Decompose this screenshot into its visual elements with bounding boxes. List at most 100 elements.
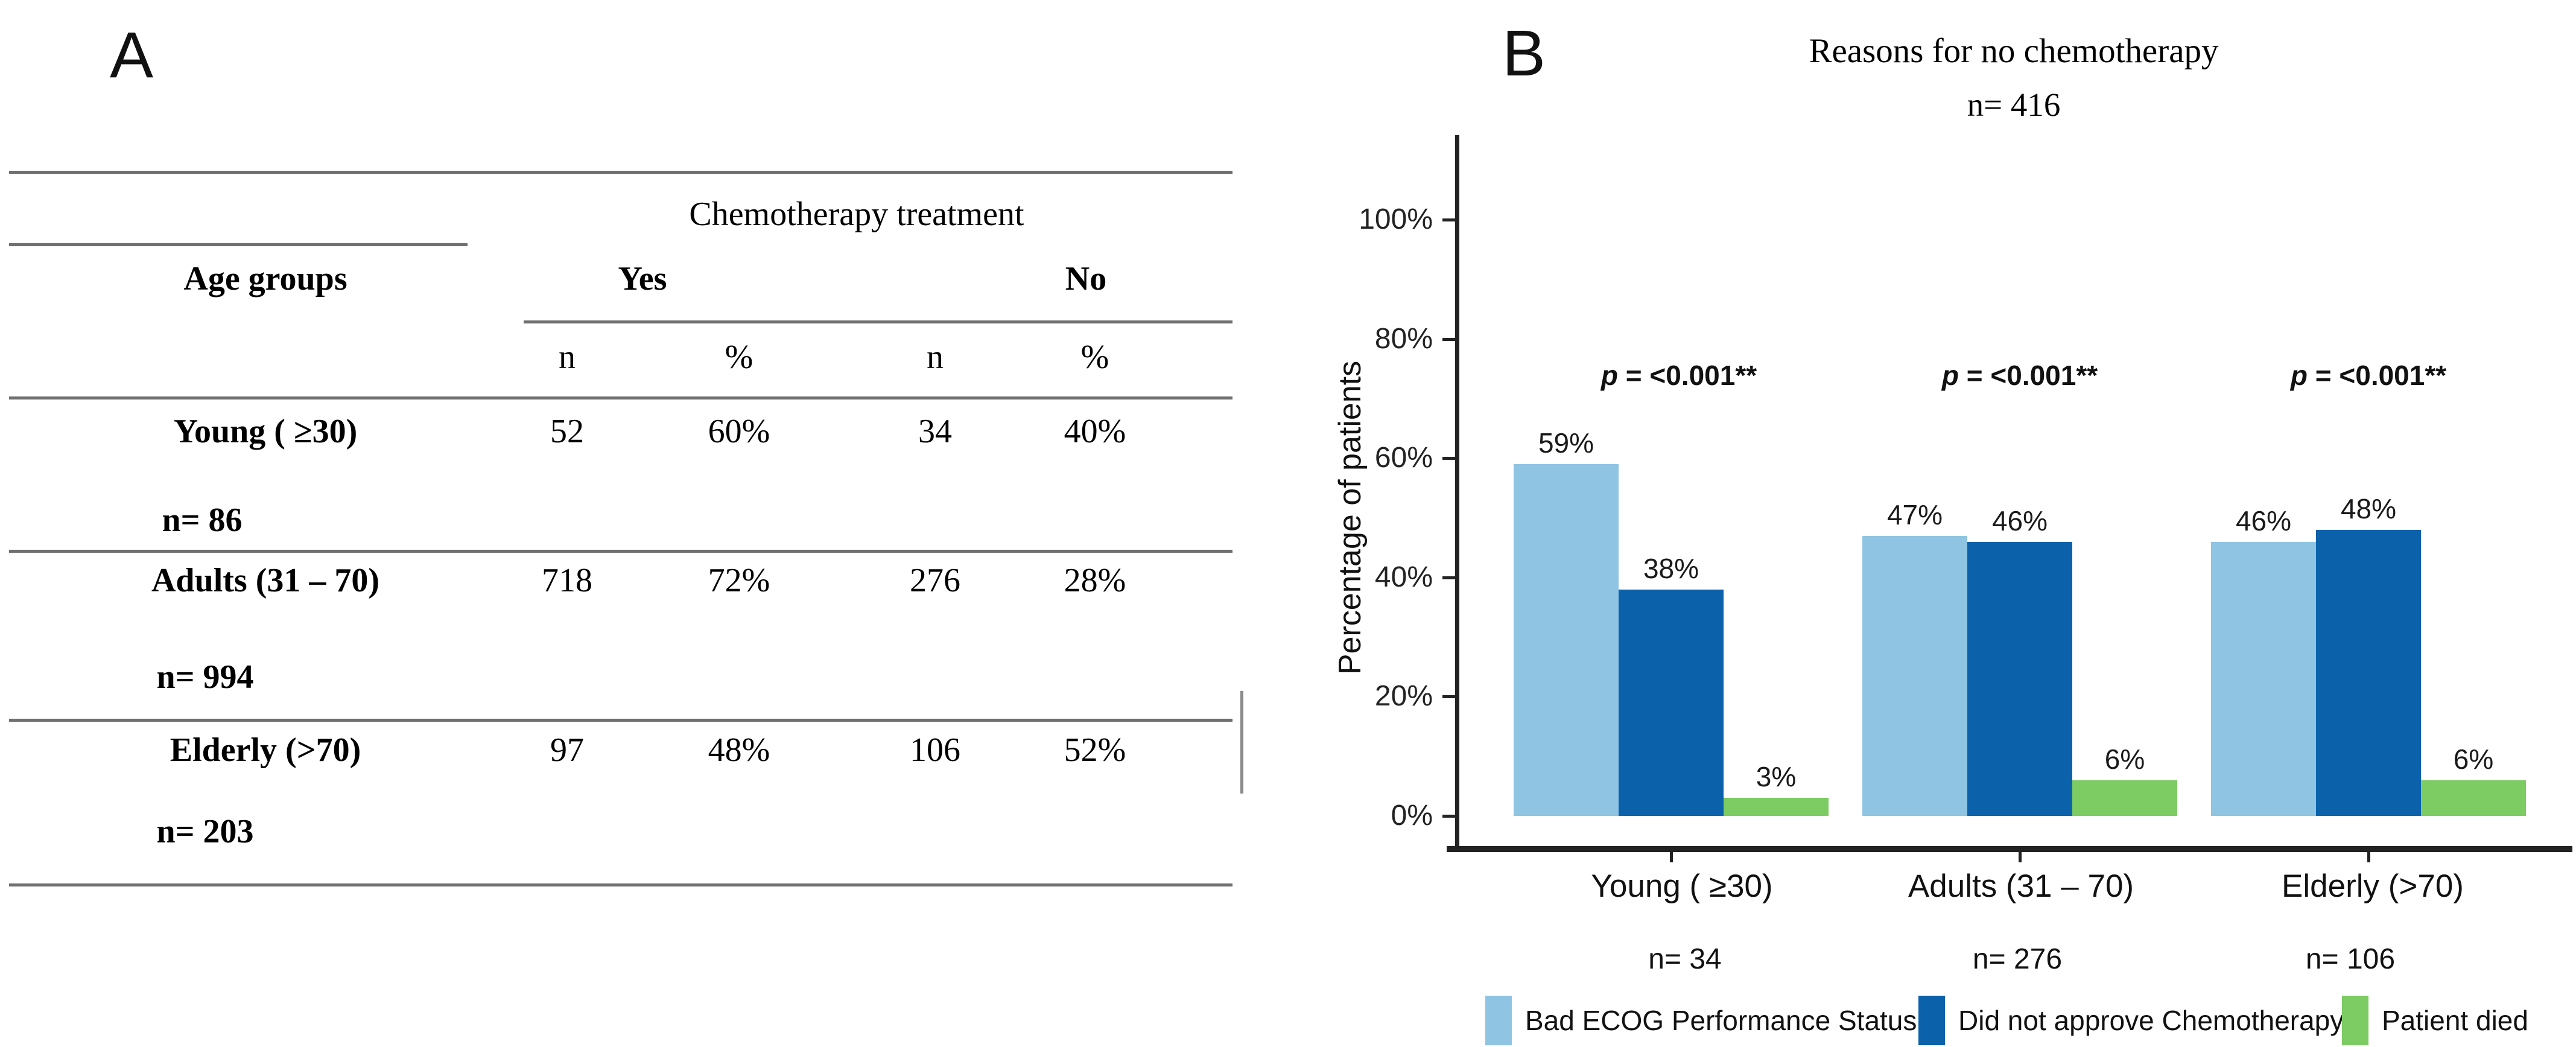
p-symbol: p: [1941, 360, 1959, 391]
plot-area: 59% 38% 3% 47% 46% 6%: [1459, 0, 2574, 816]
chart-title: Reasons for no chemotherapy: [1809, 32, 2219, 70]
group-n-label: n= 276: [1972, 943, 2063, 975]
bar-slot: 38%: [1619, 552, 1724, 816]
table-cell: 40%: [1064, 413, 1126, 450]
y-tick: [1442, 695, 1456, 698]
legend-item-bad-ecog: Bad ECOG Performance Status: [1485, 996, 1917, 1045]
table-rule-top: [9, 171, 1232, 174]
x-tick: [2019, 849, 2022, 862]
legend-label: Patient died: [2382, 1005, 2528, 1036]
bar-group-adults: 47% 46% 6%: [1862, 498, 2177, 816]
y-tick: [1442, 576, 1456, 579]
y-tick-label: 100%: [1359, 203, 1433, 235]
table-stub-header: Age groups: [183, 260, 347, 298]
legend-label: Bad ECOG Performance Status: [1525, 1005, 1917, 1036]
bar-value-label: 3%: [1756, 761, 1797, 793]
table-col-header-yes-pct: %: [725, 339, 753, 376]
bar-patient-died: [2421, 780, 2526, 816]
y-tick-label: 0%: [1391, 800, 1433, 832]
bar-group-elderly: 46% 48% 6%: [2211, 492, 2526, 816]
table-cell: 276: [910, 562, 960, 599]
group-n-label: n= 106: [2305, 943, 2396, 975]
table-no-header: No: [1065, 260, 1107, 298]
bar-value-label: 46%: [1991, 504, 2048, 536]
table-cell: 28%: [1064, 562, 1126, 599]
table-cell: 52%: [1064, 731, 1126, 769]
bar-patient-died: [1724, 798, 1829, 816]
bar-patient-died: [2072, 780, 2177, 816]
bar-slot: 46%: [2211, 504, 2316, 816]
bar-slot: 6%: [2421, 743, 2526, 816]
bar-slot: 46%: [1967, 504, 2072, 816]
legend-item-did-not-approve: Did not approve Chemotherapy: [1918, 996, 2344, 1045]
panel-b-label: B: [1502, 16, 1546, 89]
table-cell: 718: [542, 562, 592, 599]
table-cell: 97: [550, 731, 584, 769]
table-rule-header-bottom: [9, 396, 1232, 399]
table-row-n: n= 203: [156, 813, 254, 850]
bar-value-label: 38%: [1643, 552, 1699, 584]
bar-value-label: 59%: [1538, 427, 1594, 459]
table-row-n: n= 86: [162, 501, 243, 539]
y-tick-label: 60%: [1374, 442, 1433, 474]
table-cell: 34: [918, 413, 952, 450]
legend-label: Did not approve Chemotherapy: [1958, 1005, 2344, 1036]
y-tick-label: 40%: [1374, 561, 1433, 593]
bar-bad-ecog: [2211, 541, 2316, 816]
bar-value-label: 46%: [2235, 504, 2292, 536]
chart-subtitle: n= 416: [1967, 86, 2061, 123]
bar-bad-ecog: [1514, 464, 1619, 816]
table-rule-subheader: [524, 320, 1232, 323]
x-tick: [2367, 849, 2370, 862]
x-tick-label-elderly: Elderly (>70): [2282, 868, 2464, 904]
p-symbol: p: [1600, 360, 1618, 391]
bar-bad-ecog: [1862, 535, 1967, 816]
x-tick-label-young: Young ( ≥30): [1591, 868, 1773, 904]
bar-did-not-approve: [1967, 541, 2072, 816]
bar-slot: 47%: [1862, 498, 1967, 816]
panel-divider-mark: [1240, 691, 1243, 794]
table-yes-header: Yes: [618, 260, 667, 298]
x-tick-label-adults: Adults (31 – 70): [1908, 868, 2134, 904]
table-row-n: n= 994: [156, 658, 254, 696]
table-cell: 48%: [708, 731, 770, 769]
table-row-label: Young ( ≥30): [173, 413, 358, 450]
p-text: = <0.001**: [2307, 360, 2447, 391]
group-n-label: n= 34: [1648, 943, 1722, 975]
x-tick: [1670, 849, 1673, 862]
table-rule-row2: [9, 719, 1232, 722]
bar-slot: 59%: [1514, 427, 1619, 816]
bar-group-young: 59% 38% 3%: [1514, 427, 1829, 816]
table-rule-stub: [9, 243, 468, 246]
bar-value-label: 47%: [1886, 498, 1943, 530]
table-cell: 72%: [708, 562, 770, 599]
legend-swatch-did-not-approve: [1918, 996, 1945, 1045]
panel-a-label: A: [110, 18, 154, 91]
p-text: = <0.001**: [1617, 360, 1757, 391]
y-tick-label: 80%: [1374, 323, 1433, 355]
bar-value-label: 6%: [2453, 743, 2494, 775]
table-col-header-no-n: n: [927, 339, 944, 376]
legend-item-patient-died: Patient died: [2342, 996, 2528, 1045]
p-value-annotation: p = <0.001**: [1498, 359, 1860, 392]
table-cell: 60%: [708, 413, 770, 450]
table-cell: 106: [910, 731, 960, 769]
y-axis-label: Percentage of patients: [1333, 360, 1368, 675]
p-value-annotation: p = <0.001**: [2187, 359, 2549, 392]
x-axis-line: [1447, 846, 2572, 852]
bar-slot: 48%: [2316, 492, 2421, 816]
y-tick: [1442, 218, 1456, 221]
table-span-header: Chemotherapy treatment: [689, 196, 1024, 233]
legend-swatch-bad-ecog: [1485, 996, 1512, 1045]
legend-swatch-patient-died: [2342, 996, 2368, 1045]
bar-did-not-approve: [1619, 589, 1724, 816]
table-col-header-no-pct: %: [1080, 339, 1109, 376]
y-tick-label: 20%: [1374, 680, 1433, 712]
bar-value-label: 6%: [2104, 743, 2145, 775]
y-axis-line: [1455, 135, 1459, 852]
table-cell: 52: [550, 413, 584, 450]
bar-slot: 6%: [2072, 743, 2177, 816]
p-symbol: p: [2290, 360, 2308, 391]
y-tick: [1442, 457, 1456, 460]
table-row-label: Adults (31 – 70): [151, 562, 380, 599]
